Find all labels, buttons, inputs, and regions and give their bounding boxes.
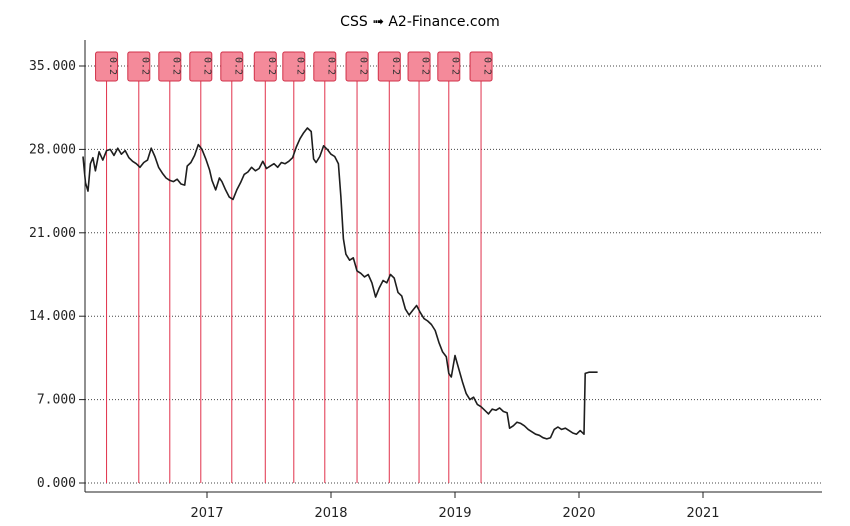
y-tick-label: 28.000 [29, 142, 76, 157]
x-tick-label: 2019 [438, 506, 471, 521]
dividend-label-box [313, 51, 337, 82]
dividend-label: 0.2 [482, 57, 493, 75]
y-tick-label: 35.000 [29, 59, 76, 74]
dividend-label-box [377, 51, 401, 82]
dividend-label: 0.2 [294, 57, 305, 75]
dividend-marker: 0.2 [158, 51, 182, 483]
dividend-label: 0.2 [266, 57, 277, 75]
x-tick-label: 2018 [314, 506, 347, 521]
dividend-label: 0.2 [107, 57, 118, 75]
dividend-marker: 0.2 [407, 51, 431, 483]
dividend-marker: 0.2 [313, 51, 337, 483]
dividend-label-box [282, 51, 306, 82]
dividend-label-box [127, 51, 151, 82]
x-axis-ticks: 2017 2018 2019 2020 2021 [190, 492, 720, 521]
dividend-marker: 0.2 [345, 51, 369, 483]
dividend-marker: 0.2 [377, 51, 401, 483]
x-tick-label: 2017 [190, 506, 223, 521]
dividend-label-box [345, 51, 369, 82]
dividend-label-box [407, 51, 431, 82]
dividend-label-box [437, 51, 461, 82]
y-tick-label: 0.000 [37, 476, 76, 491]
y-axis-ticks: 0.000 7.000 14.000 21.000 28.000 35.000 [29, 59, 85, 491]
y-tick-label: 7.000 [37, 393, 76, 408]
dividend-marker: 0.2 [282, 51, 306, 483]
x-tick-label: 2021 [686, 506, 719, 521]
dividend-markers: 0.2 0.2 0.2 0.2 0.2 0.2 0.2 0.2 0.2 0.2 0.2 0.2 0.2 [95, 51, 493, 483]
dividend-marker: 0.2 [437, 51, 461, 483]
dividend-marker: 0.2 [253, 51, 277, 483]
y-tick-label: 14.000 [29, 309, 76, 324]
y-tick-label: 21.000 [29, 226, 76, 241]
dividend-label: 0.2 [201, 57, 212, 75]
dividend-label-box [189, 51, 213, 82]
dividend-label: 0.2 [420, 57, 431, 75]
dividend-marker: 0.2 [220, 51, 244, 483]
dividend-label-box [220, 51, 244, 82]
dividend-marker: 0.2 [189, 51, 213, 483]
chart-title: CSS ➟ A2-Finance.com [340, 14, 500, 30]
dividend-label-box [158, 51, 182, 82]
dividend-label: 0.2 [139, 57, 150, 75]
dividend-label: 0.2 [232, 57, 243, 75]
dividend-label: 0.2 [170, 57, 181, 75]
grid-lines [85, 65, 822, 484]
dividend-label-box [253, 51, 277, 82]
dividend-marker: 0.2 [127, 51, 151, 483]
dividend-label: 0.2 [449, 57, 460, 75]
dividend-label-box [95, 51, 119, 82]
price-series-line [82, 127, 598, 440]
dividend-marker: 0.2 [469, 51, 493, 483]
dividend-label-box [469, 51, 493, 82]
dividend-label: 0.2 [358, 57, 369, 75]
dividend-label: 0.2 [390, 57, 401, 75]
dividend-marker: 0.2 [95, 51, 119, 483]
x-tick-label: 2020 [562, 506, 595, 521]
dividend-label: 0.2 [325, 57, 336, 75]
